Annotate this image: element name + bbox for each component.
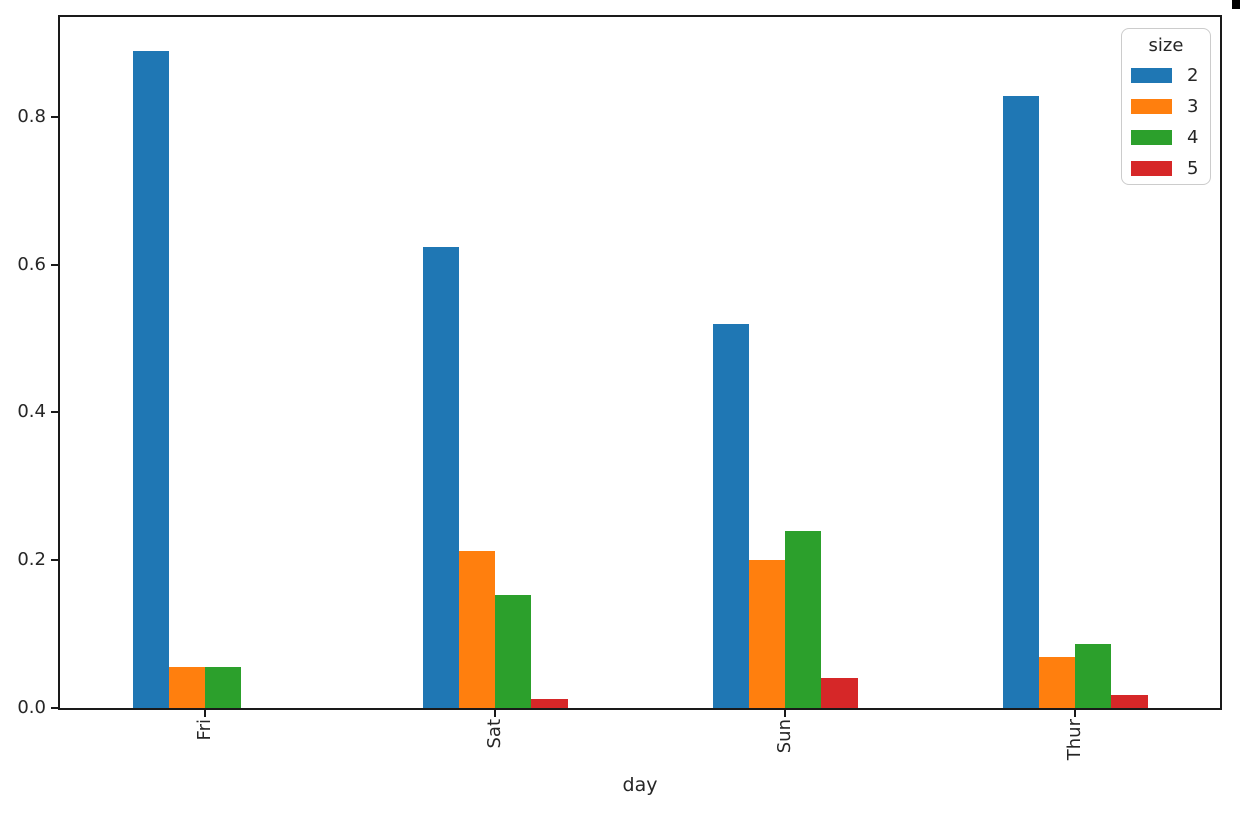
- bar-sat-size-5: [531, 699, 568, 708]
- legend-swatch: [1131, 130, 1172, 145]
- bar-thur-size-2: [1002, 96, 1039, 708]
- x-tick-label: Fri: [194, 719, 215, 741]
- bar-fri-size-4: [205, 666, 242, 708]
- legend-rows: 2 3 4 5: [1122, 60, 1210, 184]
- legend-row: 5: [1122, 153, 1210, 184]
- legend-row: 3: [1122, 91, 1210, 122]
- legend-entry-label: 2: [1187, 65, 1199, 86]
- x-tick-label: Thur: [1064, 719, 1085, 761]
- x-tick: [1074, 710, 1076, 717]
- bar-sun-size-2: [712, 323, 749, 708]
- legend-swatch: [1131, 161, 1172, 176]
- y-tick: [51, 559, 58, 562]
- bar-fri-size-2: [132, 51, 169, 708]
- legend-row: 4: [1122, 122, 1210, 153]
- legend-row: 2: [1122, 60, 1210, 91]
- bar-thur-size-3: [1038, 657, 1075, 708]
- legend-swatch: [1131, 99, 1172, 114]
- bar-sat-size-3: [458, 551, 495, 708]
- y-tick-label: 0.8: [17, 105, 46, 127]
- x-tick-label: Sun: [774, 719, 795, 754]
- x-tick: [494, 710, 496, 717]
- plot-area: [58, 15, 1222, 710]
- y-tick-label: 0.6: [17, 253, 46, 275]
- y-tick: [51, 707, 58, 709]
- legend-entry-label: 3: [1187, 96, 1199, 117]
- legend-entry-label: 5: [1187, 158, 1199, 179]
- bar-sun-size-5: [821, 678, 858, 708]
- bar-sat-size-4: [495, 595, 532, 708]
- x-tick-label: Sat: [484, 719, 505, 749]
- legend: size 2 3 4 5: [1121, 28, 1211, 185]
- y-tick: [51, 263, 58, 266]
- bar-thur-size-4: [1075, 644, 1112, 708]
- legend-title: size: [1148, 35, 1184, 56]
- y-tick-label: 0.0: [17, 697, 46, 718]
- screen-edge-artifact: [1232, 0, 1240, 9]
- bar-sun-size-4: [785, 530, 822, 708]
- y-tick-label: 0.2: [17, 549, 46, 571]
- x-axis-label: day: [622, 774, 658, 796]
- legend-entry-label: 4: [1187, 127, 1199, 148]
- y-tick-label: 0.4: [17, 401, 46, 423]
- x-tick: [204, 710, 206, 717]
- y-tick: [51, 411, 58, 414]
- bar-sat-size-2: [422, 247, 459, 708]
- x-tick: [784, 710, 786, 717]
- y-tick: [51, 115, 58, 118]
- legend-swatch: [1131, 68, 1172, 83]
- bar-thur-size-5: [1111, 695, 1148, 708]
- bar-sun-size-3: [748, 560, 785, 708]
- bar-fri-size-3: [168, 666, 205, 708]
